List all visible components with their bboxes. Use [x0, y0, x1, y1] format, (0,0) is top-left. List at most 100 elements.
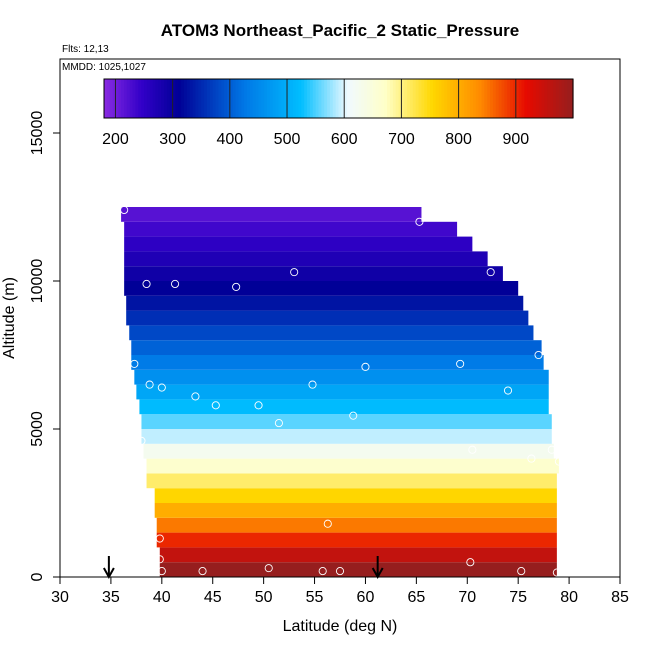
colorbar-swatch — [149, 79, 154, 118]
sample-point — [503, 386, 513, 395]
colorbar-swatch — [415, 79, 420, 118]
colorbar-swatch — [404, 79, 408, 118]
colorbar-label: 800 — [445, 131, 472, 148]
colorbar-swatch — [132, 79, 137, 118]
colorbar-label: 500 — [274, 131, 301, 148]
colorbar-swatch — [112, 79, 117, 118]
sample-point — [554, 457, 563, 466]
colorbar-swatch — [567, 79, 571, 118]
colorbar-swatch — [278, 79, 282, 118]
colorbar-swatch — [558, 79, 563, 118]
colorbar-swatch — [495, 79, 500, 118]
colorbar-swatch — [284, 79, 288, 118]
colorbar-swatch — [392, 79, 397, 118]
colorbar-swatch — [104, 79, 108, 118]
colorbar-swatch — [541, 79, 546, 118]
sample-point — [254, 401, 263, 410]
x-tick-label: 55 — [306, 589, 324, 606]
sample-point — [155, 534, 164, 543]
chart-title: ATOM3 Northeast_Pacific_2 Static_Pressur… — [161, 21, 519, 40]
colorbar-swatch — [487, 79, 491, 118]
sample-point — [527, 454, 536, 463]
colorbar-swatch — [435, 79, 440, 118]
sample-point — [155, 555, 164, 564]
colorbar-swatch — [432, 79, 437, 118]
colorbar-swatch — [218, 79, 222, 118]
colorbar-swatch — [252, 79, 257, 118]
colorbar-swatch — [335, 79, 340, 118]
colorbar-swatch — [115, 79, 119, 118]
colorbar-swatch — [361, 79, 365, 118]
pressure-cell — [141, 414, 552, 429]
colorbar-swatch — [244, 79, 248, 118]
colorbar-label: 300 — [159, 131, 186, 148]
x-tick-label: 70 — [458, 589, 476, 606]
colorbar-swatch — [109, 79, 114, 118]
colorbar-swatch — [309, 79, 314, 118]
pressure-cell — [131, 340, 542, 355]
colorbar-swatch — [550, 79, 554, 118]
colorbar-swatch — [332, 79, 337, 118]
colorbar-swatch — [315, 79, 320, 118]
x-tick-label: 35 — [102, 589, 120, 606]
colorbar-swatch — [312, 79, 317, 118]
sample-point — [552, 568, 561, 577]
colorbar-swatch — [524, 79, 528, 118]
colorbar: 200 300 400 500 600 700 800 900 — [102, 78, 574, 148]
colorbar-swatch — [146, 79, 151, 118]
colorbar-swatch — [347, 79, 351, 118]
colorbar-swatch — [510, 79, 514, 118]
colorbar-swatch — [141, 79, 145, 118]
x-tick-label: 85 — [611, 589, 629, 606]
colorbar-swatch — [124, 79, 128, 118]
sample-point — [157, 383, 166, 392]
sample-point — [415, 217, 424, 226]
pressure-cell — [124, 281, 519, 296]
colorbar-swatch — [535, 79, 540, 118]
colorbar-swatch — [538, 79, 543, 118]
colorbar-swatch — [532, 79, 537, 118]
colorbar-swatch — [178, 79, 182, 118]
colorbar-swatch — [169, 79, 174, 118]
colorbar-swatch — [527, 79, 531, 118]
x-axis-label: Latitude (deg N) — [283, 618, 398, 635]
sample-point — [232, 282, 241, 291]
colorbar-swatch — [152, 79, 157, 118]
sample-point — [361, 362, 370, 371]
colorbar-swatch — [378, 79, 382, 118]
colorbar-swatch — [155, 79, 159, 118]
colorbar-swatch — [221, 79, 225, 118]
colorbar-swatch — [246, 79, 251, 118]
colorbar-swatch — [144, 79, 148, 118]
colorbar-swatch — [369, 79, 374, 118]
colorbar-swatch — [349, 79, 354, 118]
colorbar-swatch — [289, 79, 294, 118]
colorbar-swatch — [121, 79, 125, 118]
colorbar-swatch — [186, 79, 191, 118]
colorbar-swatch — [206, 79, 211, 118]
colorbar-swatch — [398, 79, 403, 118]
y-tick-label: 10000 — [29, 259, 46, 304]
colorbar-swatch — [287, 79, 291, 118]
colorbar-swatch — [249, 79, 254, 118]
colorbar-swatch — [478, 79, 483, 118]
colorbar-swatch — [184, 79, 188, 118]
colorbar-swatch — [189, 79, 194, 118]
pressure-cell — [159, 547, 557, 563]
y-tick-label: 0 — [29, 572, 46, 581]
colorbar-swatch — [481, 79, 485, 118]
sample-point — [130, 359, 139, 368]
colorbar-swatch — [235, 79, 240, 118]
colorbar-swatch — [407, 79, 411, 118]
sample-point — [318, 567, 327, 576]
colorbar-swatch — [295, 79, 300, 118]
colorbar-label: 400 — [216, 131, 243, 148]
pressure-cell — [159, 562, 557, 577]
colorbar-swatch — [470, 79, 474, 118]
colorbar-swatch — [258, 79, 262, 118]
colorbar-swatch — [544, 79, 548, 118]
sample-point — [120, 205, 129, 215]
sample-point — [308, 380, 317, 389]
colorbar-swatch — [304, 79, 308, 118]
colorbar-swatch — [301, 79, 305, 118]
